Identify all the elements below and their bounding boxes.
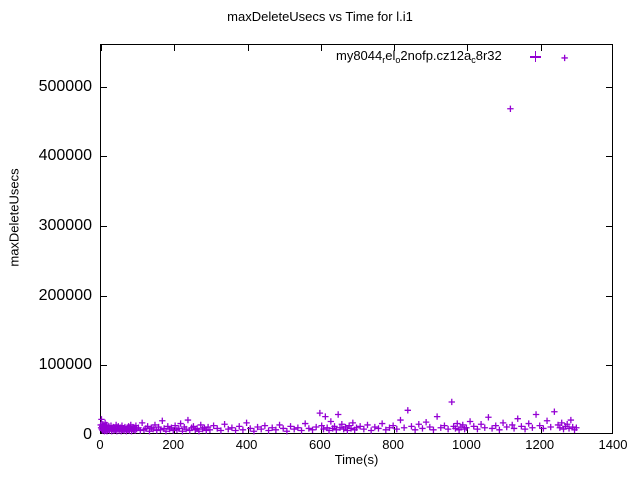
y-tick-mark xyxy=(101,295,107,297)
x-tick-mark xyxy=(540,427,542,433)
legend: my8044relo2nofp.cz12ac8r32 xyxy=(336,48,541,65)
x-tick-mark-top xyxy=(247,45,249,51)
y-tick-mark-right xyxy=(606,295,612,297)
x-tick-mark-top xyxy=(394,45,396,51)
legend-subscript: o xyxy=(395,55,401,66)
scatter-series xyxy=(97,54,580,435)
legend-text-part: 8r32 xyxy=(475,48,502,64)
y-tick-mark xyxy=(101,226,107,228)
x-tick-mark xyxy=(394,427,396,433)
x-tick-mark-top xyxy=(174,45,176,51)
x-tick-mark-top xyxy=(320,45,322,51)
chart-title: maxDeleteUsecs vs Time for l.i1 xyxy=(227,9,413,24)
legend-series-label: my8044relo2nofp.cz12ac8r32 xyxy=(336,48,502,65)
legend-text-part: my8044 xyxy=(336,48,383,64)
y-tick-mark-right xyxy=(606,86,612,88)
legend-subscript: r xyxy=(382,55,386,66)
legend-text-part: el xyxy=(385,48,396,64)
x-tick-mark-top xyxy=(540,45,542,51)
x-tick-mark xyxy=(247,427,249,433)
y-tick-mark xyxy=(101,365,107,367)
y-tick-mark-right xyxy=(606,226,612,228)
y-tick-mark xyxy=(101,86,107,88)
plot-area xyxy=(100,44,613,434)
x-axis-label: Time(s) xyxy=(334,452,379,467)
y-tick-mark-right xyxy=(606,365,612,367)
legend-subscript: c xyxy=(471,55,476,66)
x-tick-mark-top xyxy=(101,45,102,51)
x-tick-mark xyxy=(467,427,469,433)
x-tick-mark xyxy=(320,427,322,433)
y-tick-mark xyxy=(101,156,107,158)
plus-marker-icon xyxy=(529,51,541,63)
y-tick-mark-right xyxy=(606,156,612,158)
x-tick-mark-top xyxy=(467,45,469,51)
legend-text-part: 2nofp.cz12a xyxy=(400,48,472,64)
